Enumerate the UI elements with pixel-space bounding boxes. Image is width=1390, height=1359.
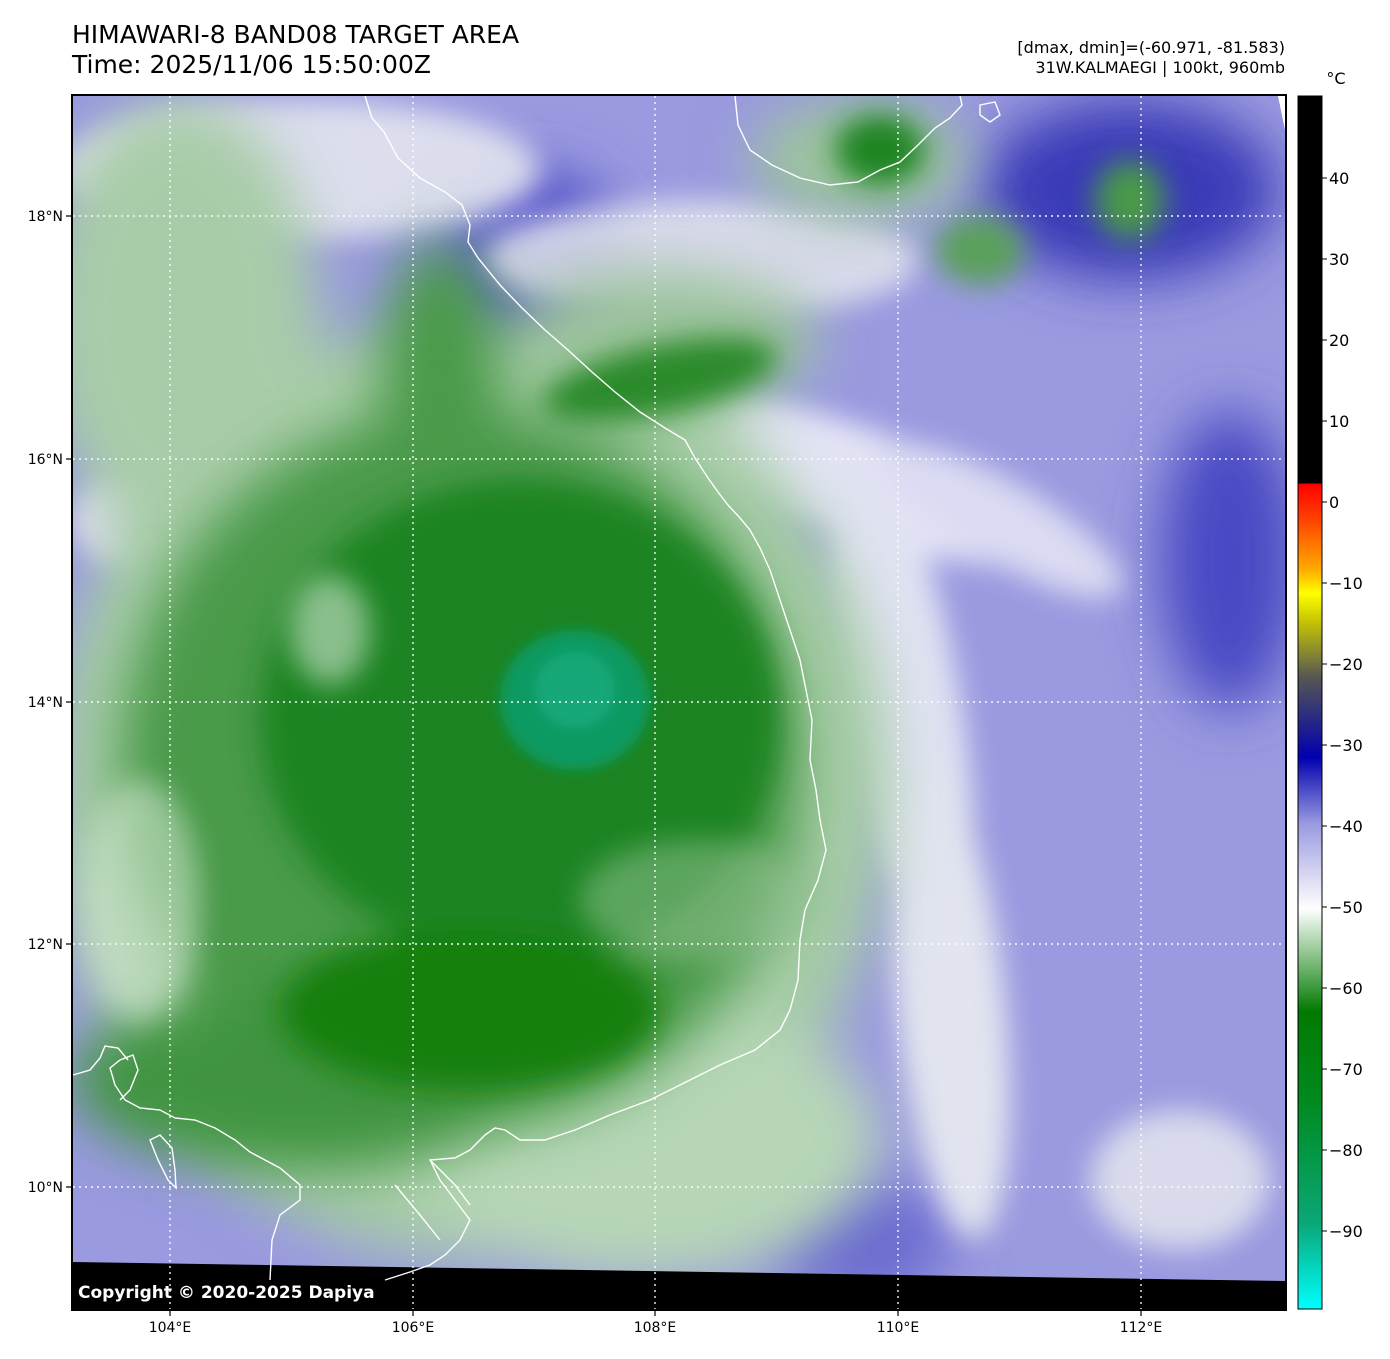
colorbar-tick-label: −50 xyxy=(1329,898,1363,917)
imagery-layer xyxy=(73,96,1285,1309)
lon-label-106: 106°E xyxy=(392,1320,435,1336)
colorbar-tick-label: 30 xyxy=(1329,250,1349,269)
no-data-strip-bottom xyxy=(73,1262,1285,1309)
colorbar-tick-label: −70 xyxy=(1329,1060,1363,1079)
lon-label-104: 104°E xyxy=(149,1320,192,1336)
copyright-notice: Copyright © 2020-2025 Dapiya xyxy=(78,1283,375,1303)
no-data-wedge-right xyxy=(1278,96,1285,130)
colorbar-tick-label: −90 xyxy=(1329,1222,1363,1241)
colorbar-scale xyxy=(1297,95,1323,1310)
colorbar-tick-label: −80 xyxy=(1329,1141,1363,1160)
colorbar-ticks: 40 30 20 10 0 −10 −20 −30 −40 −50 −60 −70 −80 −90 xyxy=(1322,169,1363,1241)
lat-label-14: 14°N xyxy=(28,695,63,711)
colorbar-tick-label: 10 xyxy=(1329,412,1349,431)
colorbar-tick-label: −30 xyxy=(1329,736,1363,755)
gridlines xyxy=(73,96,1285,1309)
lon-label-112: 112°E xyxy=(1120,1320,1163,1336)
lat-label-16: 16°N xyxy=(28,452,63,468)
colorbar-tick-label: 0 xyxy=(1329,493,1339,512)
colorbar-tick-label: −10 xyxy=(1329,574,1363,593)
colorbar-unit: °C xyxy=(1326,69,1345,88)
coastlines xyxy=(73,96,1001,1281)
chart-meta: [dmax, dmin]=(-60.971, -81.583) 31W.KALM… xyxy=(1017,38,1285,78)
lon-labels: 104°E 106°E 108°E 110°E 112°E xyxy=(149,1320,1163,1336)
colorbar: °C 40 30 20 10 0 −10 −20 −30 −40 −50 −60 −70 −80 −90 xyxy=(1297,69,1363,1310)
lon-label-110: 110°E xyxy=(877,1320,920,1336)
lon-label-108: 108°E xyxy=(634,1320,677,1336)
colorbar-tick-label: −60 xyxy=(1329,979,1363,998)
colorbar-tick-label: −40 xyxy=(1329,817,1363,836)
coastline-cambodia-west xyxy=(73,1045,129,1076)
coastline-mekong-delta xyxy=(384,1134,486,1281)
lat-label-10: 10°N xyxy=(28,1180,63,1196)
colorbar-tick-label: 40 xyxy=(1329,169,1349,188)
lat-labels: 18°N 16°N 14°N 12°N 10°N xyxy=(28,209,63,1196)
title-time: Time: 2025/11/06 15:50:00Z xyxy=(72,50,431,79)
island-phu-quoc xyxy=(149,1134,177,1190)
colorbar-tick-label: 20 xyxy=(1329,331,1349,350)
title-product: HIMAWARI-8 BAND08 TARGET AREA xyxy=(72,20,520,49)
central-dense-overcast xyxy=(500,630,650,770)
coastline-gulf-thailand xyxy=(109,1054,301,1281)
delta-channels xyxy=(394,1159,471,1241)
coastline-vietnam xyxy=(364,96,827,1141)
dmax-dmin-readout: [dmax, dmin]=(-60.971, -81.583) xyxy=(1017,38,1285,57)
axis-ticks xyxy=(66,215,1142,1316)
lat-label-18: 18°N xyxy=(28,209,63,225)
chart-title: HIMAWARI-8 BAND08 TARGET AREA Time: 2025… xyxy=(72,20,519,80)
coastline-hainan xyxy=(734,96,963,186)
colorbar-tick-label: −20 xyxy=(1329,655,1363,674)
storm-info: 31W.KALMAEGI | 100kt, 960mb xyxy=(1035,58,1285,77)
island-paracel xyxy=(979,101,1001,123)
lat-label-12: 12°N xyxy=(28,937,63,953)
